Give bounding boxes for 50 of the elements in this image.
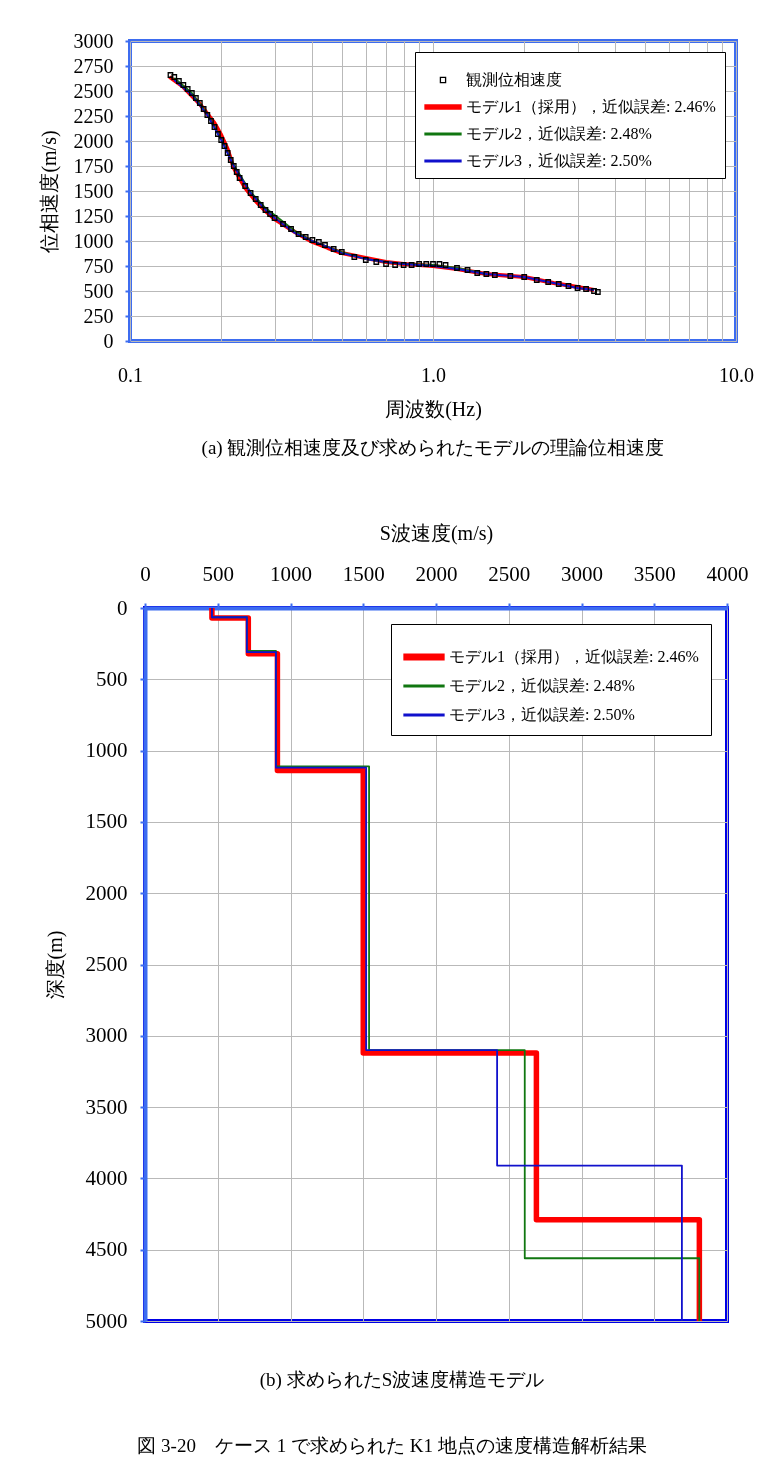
x-axis-title: S波速度(m/s)	[379, 521, 494, 545]
y-axis-title: 位相速度(m/s)	[37, 130, 61, 253]
y-tick-label: 250	[83, 304, 114, 327]
text: (a) 観測位相速度及び求められたモデルの理論位相速度	[200, 436, 666, 460]
x-tick-label: 2500	[488, 561, 531, 586]
y-tick-label: 750	[83, 254, 114, 277]
legend-label: モデル2，近似誤差: 2.48%	[466, 125, 652, 142]
y-tick-label: 4000	[85, 1165, 128, 1190]
y-tick-label: 2000	[73, 129, 114, 152]
y-tick-label: 1000	[73, 229, 114, 252]
y-tick-label: 5000	[85, 1308, 128, 1333]
y-tick-label: 2500	[85, 952, 128, 976]
y-tick-label: 500	[83, 279, 114, 302]
x-tick-label: 500	[202, 561, 234, 586]
x-tick-label: 4000	[706, 561, 749, 586]
x-tick-label: 1.0	[421, 363, 446, 386]
y-tick-label: 2500	[73, 79, 114, 102]
x-tick-label: 0.1	[118, 363, 143, 386]
legend-label: モデル1（採用），近似誤差: 2.46%	[449, 648, 699, 665]
y-tick-label: 1500	[85, 809, 128, 834]
legend-label: モデル2，近似誤差: 2.48%	[449, 677, 635, 694]
y-tick-label: 3000	[73, 29, 114, 52]
legend-label: モデル1（採用），近似誤差: 2.46%	[466, 98, 716, 115]
y-tick-label: 2000	[85, 880, 128, 905]
y-tick-label: 1750	[73, 154, 114, 177]
y-tick-label: 1500	[73, 179, 114, 202]
y-tick-label: 3500	[85, 1094, 128, 1119]
x-tick-label: 3000	[561, 561, 603, 586]
y-tick-label: 0	[103, 329, 114, 352]
legend-label: モデル3，近似誤差: 2.50%	[449, 706, 635, 723]
y-tick-label: 0	[117, 595, 128, 620]
caption: 図 3-20 ケース 1 で求められた K1 地点の速度構造解析結果	[136, 1434, 648, 1458]
x-tick-label: 2000	[415, 561, 458, 586]
x-tick-label: 0	[140, 561, 151, 586]
x-tick-label: 1500	[342, 561, 385, 586]
y-tick-label: 500	[96, 666, 128, 691]
y-tick-label: 1000	[85, 738, 128, 763]
legend-label: モデル3，近似誤差: 2.50%	[466, 152, 652, 169]
x-axis-title: 周波数(Hz)	[385, 397, 482, 421]
y-axis-title: 深度(m)	[43, 930, 67, 1000]
text: (b) 求められたS波速度構造モデル	[258, 1368, 546, 1392]
y-tick-label: 2750	[73, 54, 114, 77]
y-tick-label: 2250	[73, 104, 114, 127]
y-tick-label: 1250	[73, 204, 114, 227]
y-tick-label: 3000	[85, 1023, 128, 1048]
x-tick-label: 1000	[270, 561, 312, 586]
legend-label: 観測位相速度	[466, 71, 562, 88]
x-tick-label: 10.0	[719, 363, 754, 386]
y-tick-label: 4500	[85, 1237, 128, 1262]
x-tick-label: 3500	[633, 561, 676, 586]
